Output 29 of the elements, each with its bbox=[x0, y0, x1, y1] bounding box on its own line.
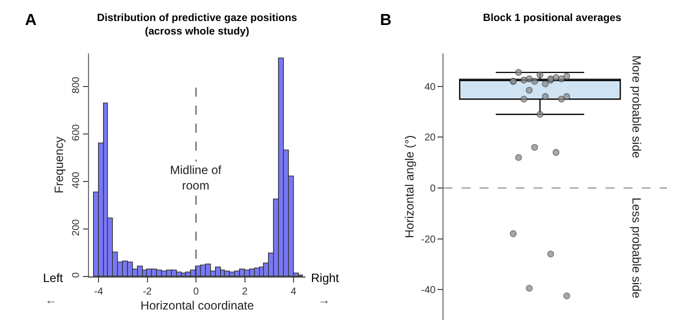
text: A bbox=[25, 12, 37, 29]
y-tick-label: 40 bbox=[424, 82, 436, 93]
x-tick-label: 4 bbox=[290, 286, 297, 298]
y-tick-label: -40 bbox=[421, 285, 436, 296]
y-tick-label: 200 bbox=[70, 218, 82, 236]
text: More probable side bbox=[629, 55, 644, 158]
text: → bbox=[318, 293, 330, 307]
text: Less probable side bbox=[630, 198, 644, 299]
y-tick-label: -20 bbox=[421, 234, 436, 246]
y-tick-label: 600 bbox=[70, 124, 82, 141]
chart-title: Block 1 positional averages bbox=[483, 12, 622, 24]
y-tick-label: 0 bbox=[430, 183, 436, 194]
x-tick-label: -4 bbox=[94, 286, 104, 298]
y-tick-label: 20 bbox=[424, 132, 436, 144]
y-axis-title: Horizontal angle (°) bbox=[402, 135, 416, 238]
y-axis-title: Frequency bbox=[52, 136, 66, 194]
x-tick-label: 0 bbox=[193, 286, 200, 298]
x-tick-label: -2 bbox=[142, 286, 152, 298]
y-tick-label: 400 bbox=[70, 171, 82, 188]
text: Left bbox=[43, 271, 64, 285]
text: ← bbox=[45, 293, 57, 307]
y-tick-label: 0 bbox=[70, 272, 82, 278]
x-tick-label: 2 bbox=[242, 286, 248, 298]
x-axis-title: Horizontal coordinate bbox=[140, 298, 254, 312]
text: B bbox=[380, 12, 392, 29]
chart-title: Distribution of predictive gaze positions (across whole study) bbox=[97, 12, 298, 38]
text: Right bbox=[311, 271, 340, 285]
y-tick-label: 800 bbox=[70, 76, 82, 94]
ref-line-label: Midline of room bbox=[170, 163, 222, 193]
